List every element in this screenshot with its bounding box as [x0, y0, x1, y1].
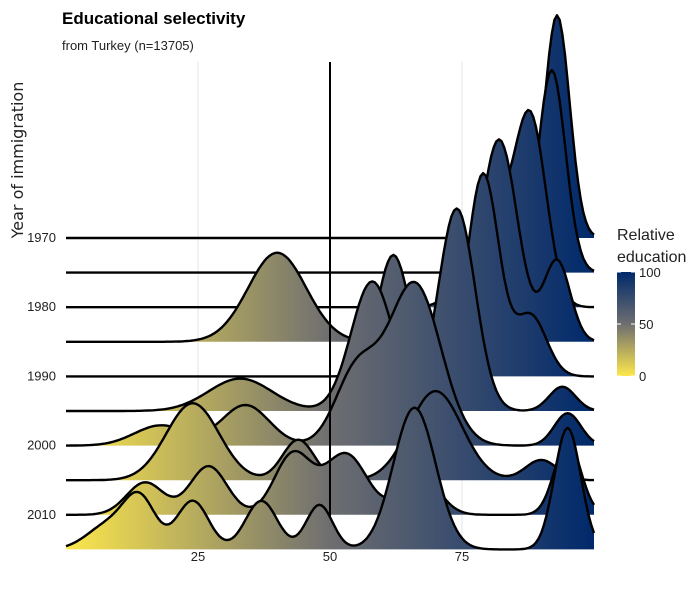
ridge-fill-1995: [66, 208, 594, 411]
x-tick-25: 25: [191, 549, 205, 564]
legend-title-line1: Relative: [617, 227, 675, 244]
y-tick-labels: 1970 1980 1990 2000 2010: [27, 230, 56, 522]
y-tick-1970: 1970: [27, 230, 56, 245]
legend-tick-0: 0: [639, 369, 646, 384]
legend-colorbar: [617, 272, 635, 376]
legend-tick-50: 50: [639, 317, 653, 332]
legend: Relative education 0 50 100: [617, 227, 686, 384]
ridge-fill-2015: [66, 407, 594, 550]
x-tick-labels: 25 50 75: [191, 549, 469, 564]
chart-subtitle: from Turkey (n=13705): [62, 38, 194, 53]
x-tick-75: 75: [455, 549, 469, 564]
ridge-fill-2005: [66, 391, 594, 481]
legend-tick-100: 100: [639, 265, 661, 280]
legend-title-line2: education: [617, 249, 686, 266]
chart-title: Educational selectivity: [62, 9, 246, 28]
y-tick-2010: 2010: [27, 507, 56, 522]
y-tick-1990: 1990: [27, 368, 56, 383]
y-tick-1980: 1980: [27, 299, 56, 314]
x-tick-50: 50: [323, 549, 337, 564]
y-axis-label: Year of immigration: [8, 82, 27, 240]
legend-ticks: 0 50 100: [617, 265, 661, 384]
y-tick-2000: 2000: [27, 438, 56, 453]
